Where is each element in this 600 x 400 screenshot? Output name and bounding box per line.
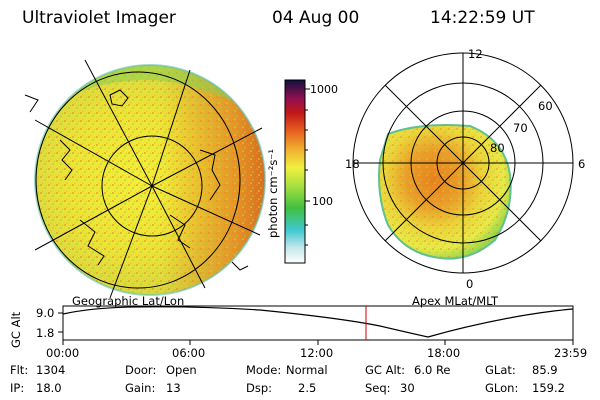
alt-tick-low: 1.8 bbox=[36, 326, 54, 340]
mlat-label-80: 80 bbox=[490, 141, 505, 155]
colorbar-tick-top: 1000 bbox=[310, 83, 338, 96]
mode-value: Normal bbox=[286, 363, 328, 377]
dsp-label: Dsp: bbox=[246, 381, 273, 395]
geo-image bbox=[35, 65, 265, 295]
colorbar-scale bbox=[284, 79, 306, 264]
time-tick-2359: 23:59 bbox=[554, 346, 587, 360]
ip-value: 18.0 bbox=[36, 381, 62, 395]
altitude-frame bbox=[62, 305, 574, 341]
instrument-title: Ultraviolet Imager bbox=[22, 8, 176, 28]
mlat-label-60: 60 bbox=[538, 99, 553, 113]
colorbar-unit-label: photon cm⁻²s⁻¹ bbox=[266, 149, 280, 238]
gain-value: 13 bbox=[166, 381, 181, 395]
glat-value: 85.9 bbox=[532, 363, 558, 377]
time-label: 14:22:59 UT bbox=[430, 8, 535, 28]
polar-panel-label: Apex MLat/MLT bbox=[412, 294, 499, 308]
mode-label: Mode: bbox=[246, 363, 282, 377]
door-label: Door: bbox=[125, 363, 157, 377]
gain-label: Gain: bbox=[125, 381, 156, 395]
alt-ylabel: GC Alt bbox=[9, 311, 23, 348]
door-value: Open bbox=[166, 363, 197, 377]
mlt-label-6: 6 bbox=[578, 157, 585, 171]
colorbar-tick-mid: 100 bbox=[312, 195, 333, 208]
mlat-label-70: 70 bbox=[513, 121, 528, 135]
flt-value: 1304 bbox=[36, 363, 66, 377]
time-tick-1200: 12:00 bbox=[300, 346, 333, 360]
flt-label: Flt: bbox=[10, 363, 29, 377]
geo-panel-label: Geographic Lat/Lon bbox=[72, 294, 185, 308]
seq-value: 30 bbox=[400, 381, 415, 395]
mlt-label-12: 12 bbox=[468, 47, 483, 61]
gcalt-value: 6.0 Re bbox=[414, 363, 451, 377]
altitude-curve bbox=[62, 306, 574, 338]
ip-label: IP: bbox=[10, 381, 25, 395]
glat-label: GLat: bbox=[485, 363, 516, 377]
date-label: 04 Aug 00 bbox=[272, 8, 360, 28]
time-tick-0600: 06:00 bbox=[172, 346, 205, 360]
time-tick-1800: 18:00 bbox=[427, 346, 460, 360]
mlt-label-18: 18 bbox=[345, 157, 360, 171]
time-tick-0000: 00:00 bbox=[46, 346, 79, 360]
seq-label: Seq: bbox=[365, 381, 391, 395]
alt-tick-high: 9.0 bbox=[36, 306, 54, 320]
glon-label: GLon: bbox=[485, 381, 519, 395]
dsp-value: 2.5 bbox=[298, 381, 317, 395]
polar-grid bbox=[352, 52, 574, 274]
coastlines bbox=[24, 89, 249, 271]
glon-value: 159.2 bbox=[532, 381, 565, 395]
mlt-label-0: 0 bbox=[466, 277, 473, 291]
geo-grid bbox=[34, 59, 263, 299]
gcalt-label: GC Alt: bbox=[365, 363, 406, 377]
